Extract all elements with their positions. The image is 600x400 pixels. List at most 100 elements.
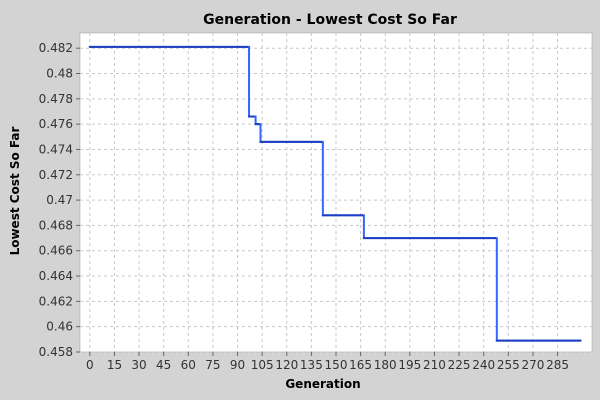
data-point	[92, 45, 95, 49]
data-point	[95, 45, 98, 49]
data-point	[303, 140, 306, 143]
data-point	[293, 140, 297, 143]
data-point	[162, 45, 165, 49]
data-point	[128, 45, 131, 49]
data-point	[244, 45, 247, 49]
data-point	[510, 339, 513, 342]
data-point	[553, 339, 556, 342]
data-point	[349, 214, 352, 217]
data-point	[384, 236, 387, 240]
data-point	[413, 236, 416, 240]
data-point	[308, 140, 311, 143]
data-point	[548, 339, 551, 342]
data-point	[420, 236, 423, 240]
data-point	[390, 236, 393, 240]
data-point	[116, 45, 119, 49]
data-point	[262, 140, 265, 143]
data-point	[108, 45, 111, 49]
data-point	[574, 339, 577, 342]
data-point	[369, 236, 372, 240]
x-tick-label: 255	[497, 358, 520, 372]
data-point	[485, 236, 489, 240]
data-point	[259, 140, 262, 143]
data-point	[279, 140, 282, 143]
data-point	[482, 236, 485, 240]
data-point	[499, 339, 502, 342]
data-point	[256, 123, 259, 126]
data-point	[554, 339, 558, 342]
data-point	[540, 339, 543, 342]
x-tick-label: 30	[131, 358, 146, 372]
data-point	[310, 140, 313, 143]
data-point	[508, 339, 512, 342]
data-point	[297, 140, 300, 143]
x-tick-label: 105	[251, 358, 274, 372]
data-point	[479, 236, 482, 240]
data-point	[535, 339, 538, 342]
data-point	[282, 140, 285, 143]
data-point	[103, 45, 106, 49]
data-point	[121, 45, 124, 49]
x-tick-label: 240	[472, 358, 495, 372]
data-point	[169, 45, 172, 49]
data-point	[435, 236, 438, 240]
data-point	[364, 236, 367, 240]
x-tick-label: 120	[275, 358, 298, 372]
data-point	[238, 45, 241, 49]
data-point	[464, 236, 467, 240]
data-point	[356, 214, 359, 217]
data-point	[412, 236, 415, 240]
data-point	[505, 339, 508, 342]
data-point	[205, 45, 208, 49]
data-point	[247, 115, 251, 118]
data-point	[118, 45, 121, 49]
data-point	[425, 236, 428, 240]
data-point	[494, 236, 497, 240]
data-point	[236, 45, 239, 49]
data-point	[457, 236, 461, 240]
data-point	[190, 45, 193, 49]
data-point	[188, 45, 192, 49]
data-point	[333, 214, 336, 217]
data-point	[398, 236, 402, 240]
data-point	[375, 236, 379, 240]
data-point	[311, 140, 315, 143]
y-tick-label: 0.458	[39, 345, 73, 359]
data-point	[407, 236, 410, 240]
y-tick-label: 0.46	[46, 320, 73, 334]
data-point	[164, 45, 167, 49]
data-point	[170, 45, 173, 49]
data-point	[416, 236, 420, 240]
data-point	[421, 236, 425, 240]
data-point	[359, 214, 362, 217]
y-tick-label: 0.462	[39, 294, 73, 308]
x-tick-label: 150	[325, 358, 348, 372]
data-point	[224, 45, 228, 49]
data-point	[226, 45, 229, 49]
data-point	[571, 339, 574, 342]
data-point	[98, 45, 101, 49]
data-point	[307, 140, 310, 143]
data-point	[179, 45, 182, 49]
data-point	[151, 45, 154, 49]
y-tick-label: 0.474	[39, 142, 73, 156]
data-point	[243, 45, 246, 49]
data-point	[443, 236, 446, 240]
data-point	[449, 236, 452, 240]
data-point	[526, 339, 530, 342]
data-point	[284, 140, 287, 143]
data-point	[377, 236, 380, 240]
data-point	[402, 236, 405, 240]
data-point	[147, 45, 151, 49]
x-tick-label: 60	[181, 358, 196, 372]
data-point	[229, 45, 233, 49]
data-point	[448, 236, 451, 240]
data-point	[431, 236, 434, 240]
data-point	[231, 45, 234, 49]
data-point	[257, 123, 260, 126]
data-point	[362, 236, 365, 240]
data-point	[453, 236, 456, 240]
data-point	[415, 236, 418, 240]
data-point	[334, 214, 338, 217]
data-point	[459, 236, 462, 240]
